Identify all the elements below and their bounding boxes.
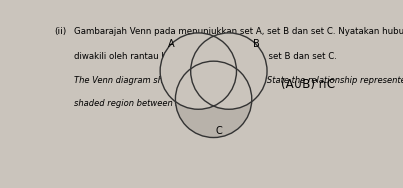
Text: (ii): (ii) — [54, 27, 66, 36]
Text: C: C — [216, 126, 223, 136]
Text: A: A — [168, 39, 174, 49]
Text: B: B — [253, 39, 260, 49]
Text: (A∪B)'∩C: (A∪B)'∩C — [281, 78, 336, 91]
Text: Gambarajah Venn pada menunjukkan set A, set B dan set C. Nyatakan hubungan yang: Gambarajah Venn pada menunjukkan set A, … — [74, 27, 403, 36]
Text: diwakili oleh rantau berlorek di antara set A, set B dan set C.: diwakili oleh rantau berlorek di antara … — [74, 52, 337, 61]
Circle shape — [175, 61, 252, 138]
Circle shape — [191, 33, 267, 109]
Text: shaded region between sets A, B and C.: shaded region between sets A, B and C. — [74, 99, 241, 108]
Circle shape — [160, 33, 237, 109]
Text: The Venn diagram shows the sets A, B and C. State the relationship represented b: The Venn diagram shows the sets A, B and… — [74, 76, 403, 85]
